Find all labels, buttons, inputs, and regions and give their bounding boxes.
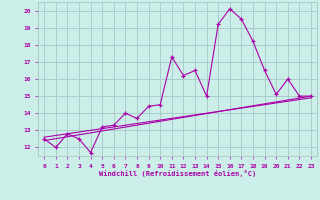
X-axis label: Windchill (Refroidissement éolien,°C): Windchill (Refroidissement éolien,°C) <box>99 170 256 177</box>
